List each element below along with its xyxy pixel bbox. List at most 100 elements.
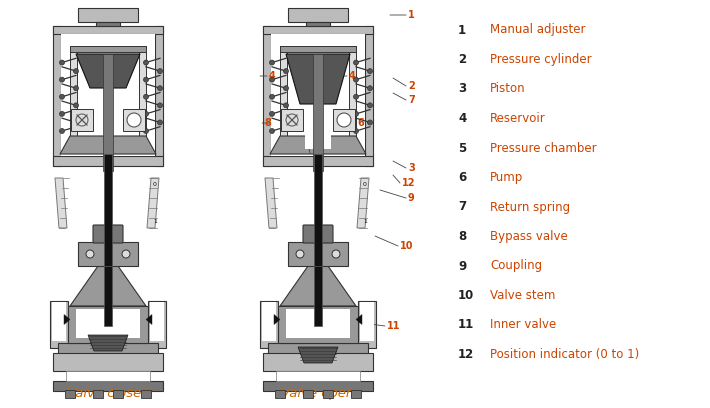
Text: 3: 3 (408, 163, 415, 173)
Bar (281, 109, 303, 131)
Text: 8: 8 (264, 118, 271, 128)
Text: 8: 8 (458, 230, 466, 243)
Polygon shape (146, 315, 152, 324)
Circle shape (143, 60, 148, 65)
Bar (305, 106, 331, 149)
Polygon shape (60, 136, 156, 154)
Polygon shape (147, 178, 159, 228)
Text: 11: 11 (458, 319, 474, 331)
Bar (53, 26, 61, 166)
Bar (275, 390, 285, 398)
Polygon shape (70, 266, 146, 306)
Circle shape (143, 111, 148, 116)
Bar (58, 343, 158, 363)
Circle shape (296, 250, 304, 258)
Circle shape (270, 94, 275, 99)
Bar (93, 390, 103, 398)
Bar (280, 46, 287, 136)
Text: Bypass valve: Bypass valve (490, 230, 568, 243)
Bar (263, 353, 373, 371)
Polygon shape (274, 315, 280, 324)
Polygon shape (76, 54, 140, 88)
Text: Pressure chamber: Pressure chamber (490, 142, 596, 155)
Circle shape (283, 120, 288, 125)
Bar (323, 390, 333, 398)
Text: Reservoir: Reservoir (490, 112, 546, 125)
Bar (53, 381, 163, 391)
Circle shape (270, 111, 275, 116)
Text: 9: 9 (408, 193, 415, 203)
Bar (78, 8, 138, 22)
Circle shape (74, 103, 79, 108)
Bar (104, 154, 112, 266)
Text: 7: 7 (408, 95, 415, 105)
Bar (70, 46, 77, 136)
Circle shape (74, 69, 79, 73)
Circle shape (143, 77, 148, 82)
Text: 4: 4 (269, 71, 275, 81)
Text: 0: 0 (363, 182, 367, 187)
Bar (53, 353, 163, 371)
Bar (358, 301, 376, 348)
Bar (76, 309, 140, 338)
Polygon shape (64, 315, 70, 324)
Polygon shape (55, 178, 67, 228)
Text: Return spring: Return spring (490, 200, 570, 213)
Bar (71, 109, 93, 131)
Bar (104, 266, 112, 326)
Bar (365, 26, 373, 166)
Circle shape (60, 94, 65, 99)
Bar (66, 371, 150, 381)
Text: 6: 6 (357, 118, 364, 128)
Circle shape (60, 60, 65, 65)
Bar (314, 154, 322, 266)
Text: 12: 12 (402, 178, 415, 188)
Text: 11: 11 (387, 321, 400, 331)
Bar (155, 26, 163, 166)
Bar (288, 8, 348, 22)
Text: 6: 6 (458, 171, 466, 184)
Bar (271, 34, 365, 156)
Text: 4: 4 (458, 112, 466, 125)
Bar (103, 54, 113, 171)
Bar (306, 22, 330, 26)
Bar (288, 242, 348, 266)
Circle shape (74, 86, 79, 91)
Bar (260, 301, 278, 348)
Circle shape (270, 60, 275, 65)
Bar (148, 301, 166, 348)
Bar (262, 302, 276, 341)
Bar (263, 381, 373, 391)
Circle shape (368, 69, 373, 73)
Polygon shape (357, 178, 369, 228)
Bar (360, 302, 374, 341)
Bar (276, 371, 360, 381)
Bar (70, 46, 146, 52)
FancyBboxPatch shape (93, 225, 123, 243)
Bar (268, 343, 368, 363)
Text: Position indicator (0 to 1): Position indicator (0 to 1) (490, 348, 639, 361)
Circle shape (122, 250, 130, 258)
Circle shape (368, 86, 373, 91)
Bar (78, 242, 138, 266)
Bar (61, 34, 155, 156)
Text: 1: 1 (153, 219, 157, 224)
Bar (286, 309, 350, 338)
Circle shape (368, 120, 373, 125)
Text: 1: 1 (458, 24, 466, 36)
Circle shape (368, 103, 373, 108)
Circle shape (127, 113, 141, 127)
Bar (351, 390, 361, 398)
Bar (263, 26, 271, 166)
Circle shape (86, 250, 94, 258)
Bar (263, 26, 373, 34)
Text: 5: 5 (312, 148, 319, 158)
Text: 10: 10 (458, 289, 474, 302)
Bar (52, 302, 66, 341)
Text: 10: 10 (400, 241, 413, 251)
Text: Coupling: Coupling (490, 259, 542, 273)
Bar (280, 46, 356, 52)
Polygon shape (280, 266, 356, 306)
Circle shape (158, 120, 163, 125)
Circle shape (158, 86, 163, 91)
